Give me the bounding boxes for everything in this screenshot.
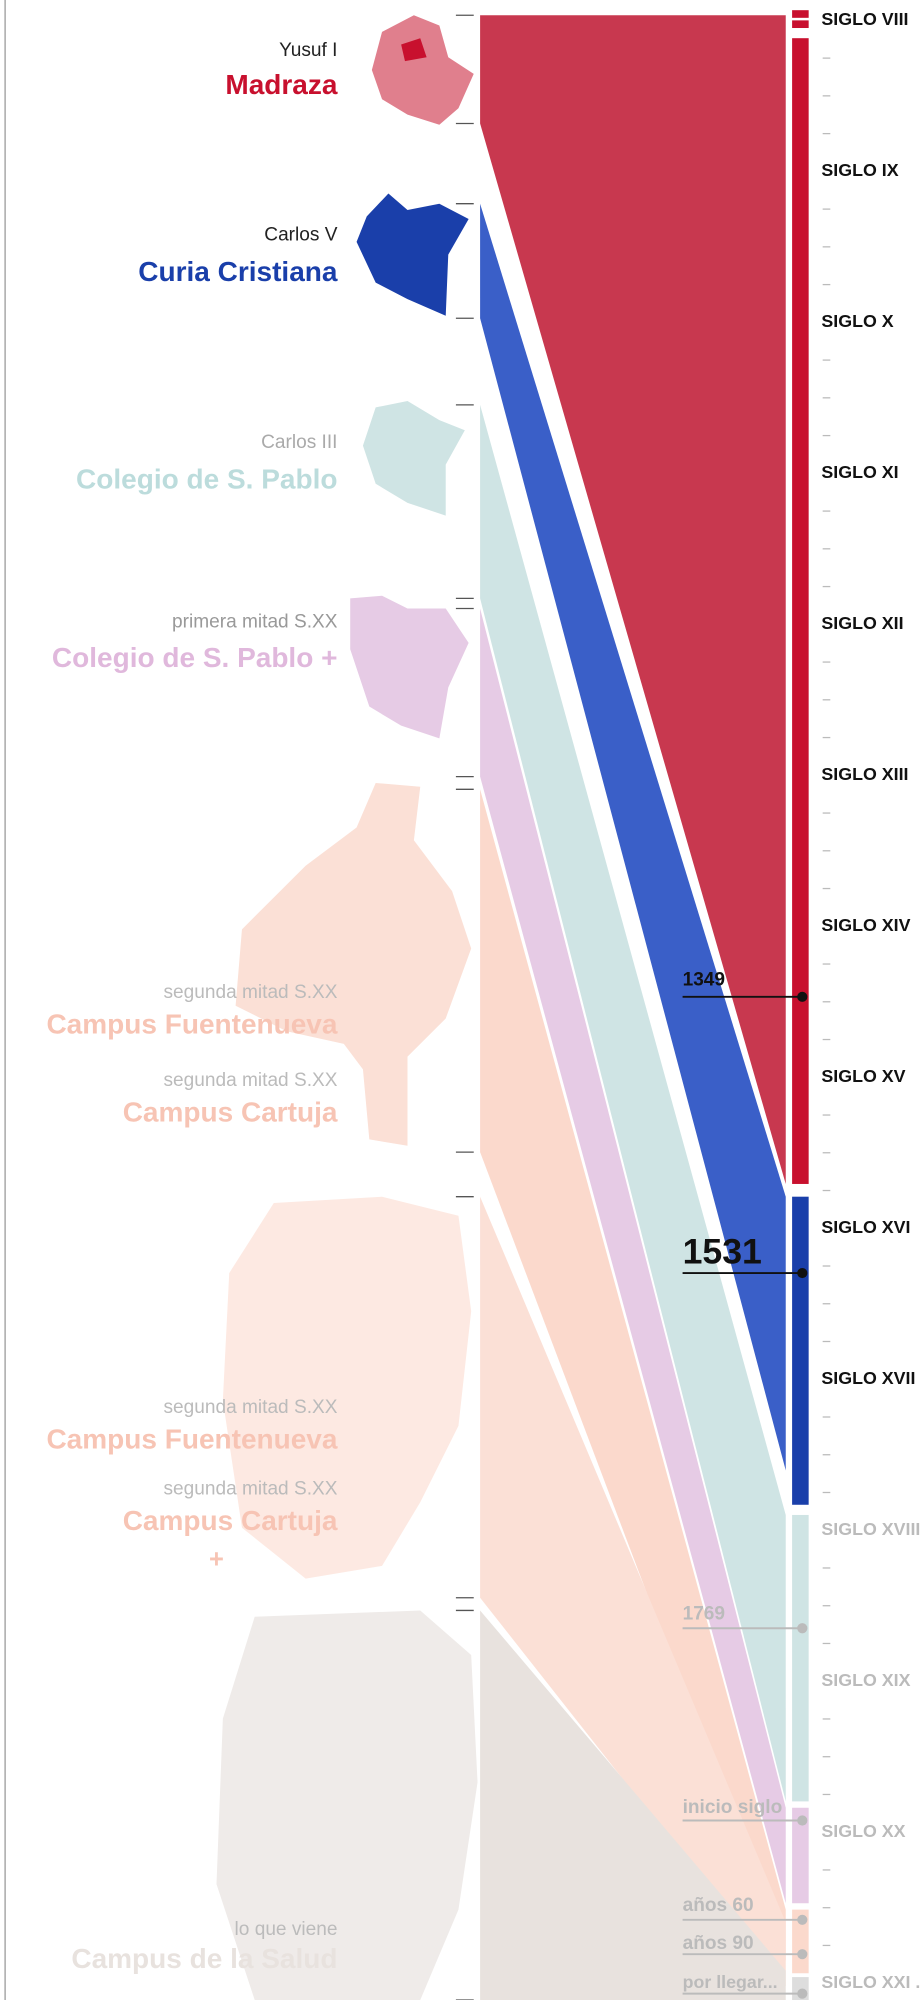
- date-label: 1769: [683, 1603, 725, 1624]
- century-label: SIGLO XXI .: [821, 1972, 920, 1992]
- era-period: segunda mitad S.XX: [164, 1397, 338, 1418]
- date-label: años 60: [683, 1895, 754, 1916]
- century-label: SIGLO IX: [821, 160, 898, 180]
- era-period: segunda mitad S.XX: [164, 982, 338, 1003]
- date-dot: [797, 1949, 808, 1960]
- date-dot: [797, 1914, 808, 1925]
- era-name: Campus Fuentenueva: [46, 1009, 337, 1040]
- timeline-segment: [792, 10, 809, 18]
- era-name: Campus Fuentenueva: [46, 1424, 337, 1455]
- date-label: 1531: [683, 1231, 762, 1271]
- timeline-segment: [792, 1514, 809, 1802]
- timeline-segment: [792, 38, 809, 1184]
- date-label: años 90: [683, 1933, 754, 1954]
- era-extra: +: [209, 1546, 224, 1574]
- map-colegio: [362, 401, 465, 516]
- century-label: SIGLO XII: [821, 613, 903, 633]
- map-campus-2: [222, 1196, 472, 1579]
- era-period: segunda mitad S.XX: [164, 1070, 338, 1091]
- era-period: Yusuf I: [279, 40, 337, 61]
- century-label: SIGLO XVII: [821, 1368, 915, 1388]
- flow-band: [480, 608, 786, 1904]
- century-label: SIGLO XI: [821, 462, 898, 482]
- map-curia: [356, 193, 469, 316]
- era-name: Colegio de S. Pablo: [76, 464, 337, 495]
- flow-band: [480, 15, 786, 1184]
- date-dot: [797, 1815, 808, 1826]
- era-period: lo que viene: [235, 1919, 338, 1940]
- century-label: SIGLO XV: [821, 1066, 905, 1086]
- date-label: por llegar...: [683, 1972, 778, 1992]
- flow-band: [480, 789, 786, 1961]
- map-campus-3: [216, 1610, 478, 2000]
- timeline-segment: [792, 1807, 809, 1904]
- date-dot: [797, 1988, 808, 1999]
- era-name: Curia Cristiana: [138, 256, 338, 287]
- flow-band: [480, 203, 786, 1471]
- date-dot: [797, 991, 808, 1002]
- date-label: inicio siglo: [683, 1797, 783, 1818]
- map-madraza-core: [401, 38, 427, 62]
- era-name: Campus de la Salud: [71, 1943, 337, 1974]
- flow-band: [480, 1610, 786, 2000]
- era-period: Carlos V: [264, 225, 337, 246]
- century-label: SIGLO XIX: [821, 1670, 910, 1690]
- flow-band: [480, 404, 786, 1802]
- century-label: SIGLO VIII: [821, 9, 908, 29]
- century-label: SIGLO X: [821, 311, 893, 331]
- timeline-segment: [792, 1196, 809, 1505]
- century-label: SIGLO XIII: [821, 764, 908, 784]
- century-label: SIGLO XVI: [821, 1217, 910, 1237]
- era-name: Madraza: [225, 69, 337, 100]
- century-label: SIGLO XX: [821, 1821, 905, 1841]
- map-campus-1: [235, 782, 472, 1146]
- era-period: primera mitad S.XX: [172, 612, 338, 633]
- era-name: Colegio de S. Pablo +: [52, 642, 338, 673]
- century-label: SIGLO XIV: [821, 915, 910, 935]
- timeline-segment: [792, 20, 809, 29]
- map-colegio-plus: [350, 595, 469, 739]
- date-dot: [797, 1623, 808, 1634]
- era-name: Campus Cartuja: [123, 1505, 338, 1536]
- era-period: Carlos III: [261, 432, 337, 453]
- layer: Yusuf I Madraza Carlos V Curia Cristiana Car…: [46, 9, 920, 2000]
- date-label: 1349: [683, 969, 725, 990]
- map-madraza: [371, 15, 474, 125]
- century-label: SIGLO XVIII: [821, 1519, 920, 1539]
- era-name: Campus Cartuja: [123, 1096, 338, 1127]
- flow-band: [480, 1196, 786, 1986]
- era-period: segunda mitad S.XX: [164, 1479, 338, 1500]
- date-dot: [797, 1267, 808, 1279]
